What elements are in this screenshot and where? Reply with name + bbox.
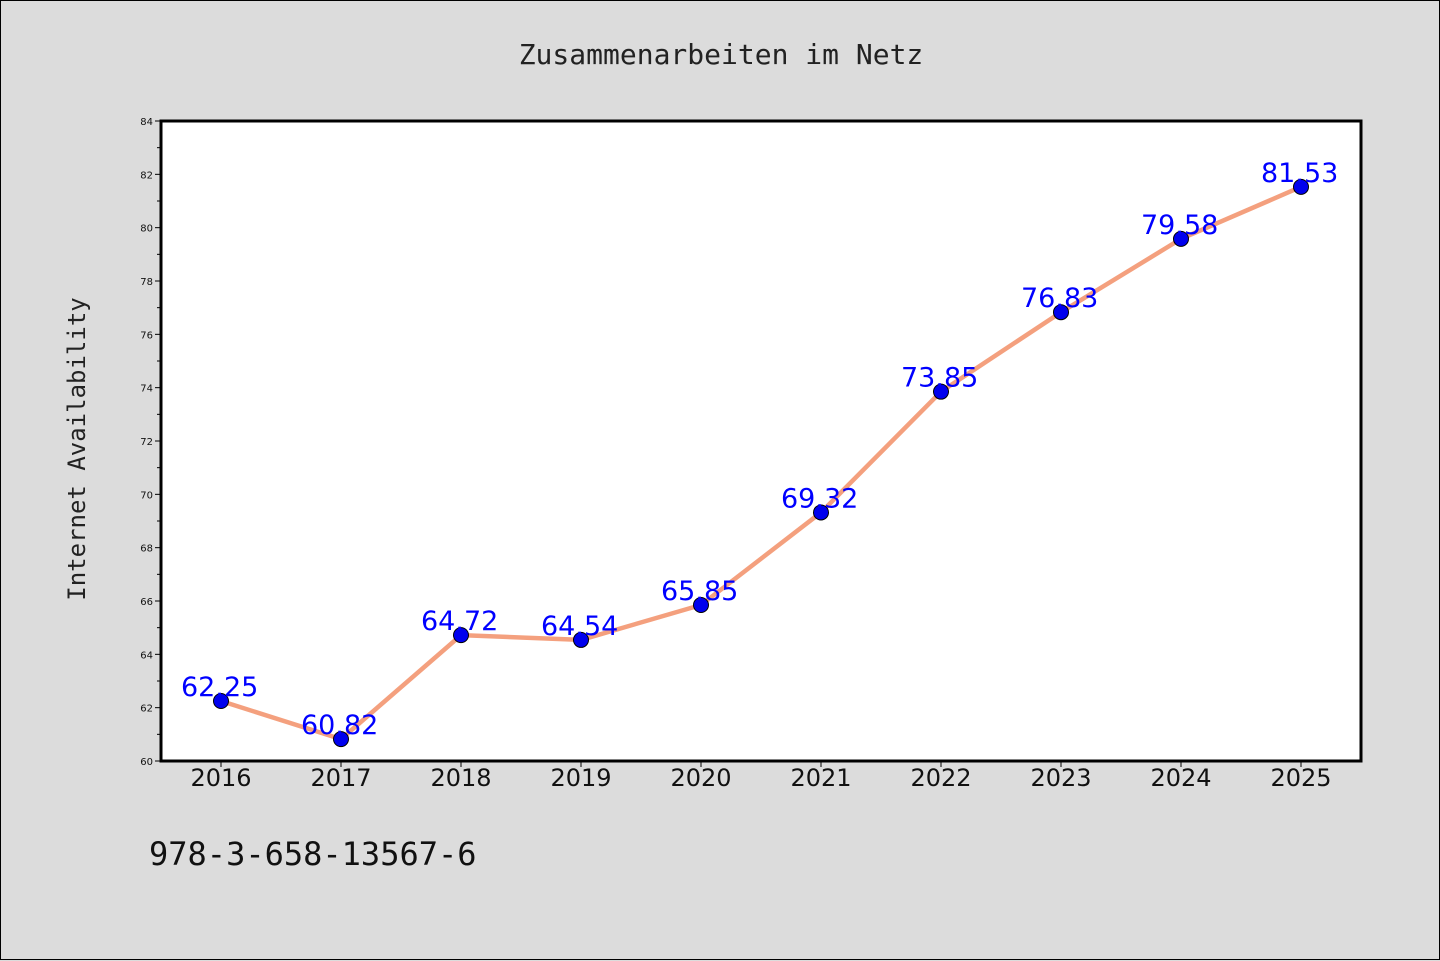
data-label: 81.53 (1261, 158, 1338, 189)
data-label: 65.85 (661, 576, 738, 607)
y-tick-label: 62 (140, 704, 153, 715)
series-line (218, 184, 1304, 742)
x-tick-label: 2023 (1030, 764, 1091, 792)
x-tick-label: 2025 (1270, 764, 1331, 792)
series-lines (218, 184, 1304, 742)
x-axis: 2016 2017 2018 2019 2020 2021 2022 2023 2024 2025 (190, 761, 1332, 792)
data-label: 64.54 (541, 611, 618, 642)
y-axis: 60 62 64 66 68 70 72 74 76 78 80 82 84 (140, 117, 161, 768)
y-axis-label: Internet Availability (63, 297, 91, 600)
data-point (573, 631, 589, 648)
x-tick-label: 2021 (790, 764, 851, 792)
data-point (453, 627, 469, 644)
y-tick-label: 78 (140, 277, 153, 288)
data-label: 62.25 (181, 672, 258, 703)
x-tick-label: 2022 (910, 764, 971, 792)
data-point (813, 504, 829, 521)
data-point (933, 383, 949, 400)
y-tick-label: 84 (140, 117, 153, 128)
y-tick-label: 66 (140, 597, 153, 608)
y-tick-label: 64 (140, 650, 153, 661)
data-point (1053, 304, 1069, 321)
y-tick-label: 82 (140, 170, 153, 181)
y-tick-label: 70 (140, 490, 153, 501)
data-label: 69.32 (781, 483, 858, 514)
data-label: 73.85 (901, 363, 978, 394)
x-tick-label: 2019 (550, 764, 611, 792)
y-tick-label: 60 (140, 757, 153, 768)
data-label: 60.82 (301, 710, 378, 741)
x-tick-label: 2017 (310, 764, 371, 792)
y-tick-label: 72 (140, 437, 153, 448)
y-tick-label: 74 (140, 384, 153, 395)
data-labels: 62.25 60.82 64.72 64.54 65.85 69.32 73.85 76.83… (181, 158, 1338, 741)
x-tick-label: 2020 (670, 764, 731, 792)
data-markers (213, 178, 1309, 748)
footer-isbn: 978-3-658-13567-6 (149, 835, 477, 873)
y-tick-label: 80 (140, 224, 153, 235)
data-point (693, 597, 709, 613)
data-label: 76.83 (1021, 283, 1098, 314)
plot-area (161, 121, 1361, 761)
x-tick-label: 2018 (430, 764, 491, 792)
y-tick-label: 68 (140, 544, 153, 555)
x-tick-label: 2016 (190, 764, 251, 792)
x-tick-label: 2024 (1150, 764, 1211, 792)
chart-title: Zusammenarbeiten im Netz (519, 38, 924, 71)
data-point (213, 693, 229, 709)
data-point (333, 731, 349, 748)
y-tick-label: 76 (140, 330, 153, 341)
plot-border (159, 119, 1363, 763)
data-point (1173, 230, 1189, 247)
data-point (1293, 178, 1309, 195)
data-label: 79.58 (1141, 210, 1218, 241)
data-label: 64.72 (421, 606, 498, 637)
